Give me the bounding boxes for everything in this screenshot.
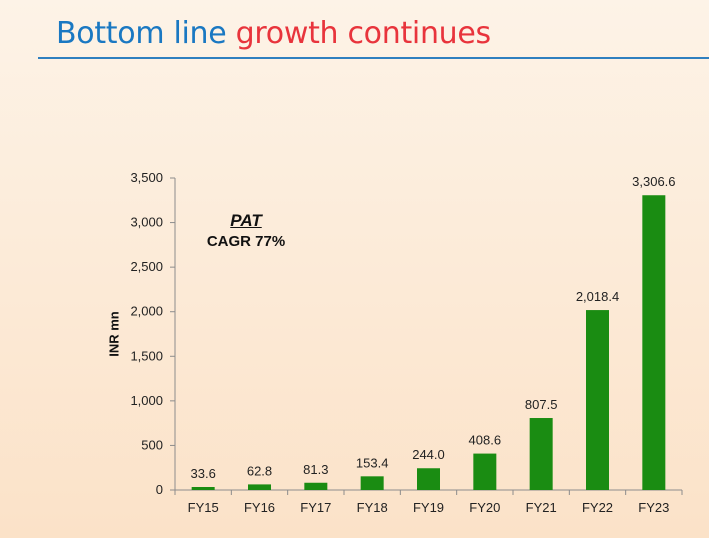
bar-fy21 [529,418,553,490]
y-tick-label: 0 [156,482,163,497]
y-axis-label: INR mn [106,311,122,357]
chart-annotation-title: PAT [230,211,262,230]
title-divider [38,57,709,59]
data-label-fy19: 244.0 [412,447,445,462]
x-tick-label-fy20: FY20 [469,500,500,515]
data-label-fy15: 33.6 [191,466,216,481]
bar-fy22 [586,310,609,490]
chart-annotation-subtitle: CAGR 77% [206,233,286,250]
data-label-fy16: 62.8 [247,463,272,478]
x-tick-label-fy15: FY15 [188,500,219,515]
x-tick-label-fy21: FY21 [526,500,557,515]
bar-fy20 [473,453,497,490]
data-label-fy22: 2,018.4 [576,289,619,304]
y-tick-label: 2,000 [130,304,163,319]
bar-fy18 [360,476,384,490]
data-label-fy18: 153.4 [356,455,389,470]
slide-title: Bottom line growth continues [56,14,491,54]
y-tick-label: 2,500 [130,259,163,274]
bar-fy15 [191,487,215,490]
bar-fy16 [248,484,271,490]
y-tick-label: 3,500 [130,170,163,185]
data-label-fy17: 81.3 [303,462,328,477]
y-tick-label: 500 [141,437,163,452]
y-tick-label: 1,000 [130,393,163,408]
data-label-fy23: 3,306.6 [632,174,675,189]
y-tick-label: 3,000 [130,215,163,230]
bar-fy23 [642,195,666,490]
x-tick-label-fy16: FY16 [244,500,275,515]
x-tick-label-fy17: FY17 [300,500,331,515]
x-tick-label-fy22: FY22 [582,500,613,515]
bar-fy19 [417,468,440,490]
bar-fy17 [304,482,328,490]
title-part-2: growth continues [235,16,492,51]
x-tick-label-fy19: FY19 [413,500,444,515]
title-part-1: Bottom line [56,16,227,51]
data-label-fy20: 408.6 [469,433,502,448]
x-tick-label-fy23: FY23 [638,500,669,515]
data-label-fy21: 807.5 [525,397,558,412]
y-tick-label: 1,500 [130,348,163,363]
x-tick-label-fy18: FY18 [357,500,388,515]
